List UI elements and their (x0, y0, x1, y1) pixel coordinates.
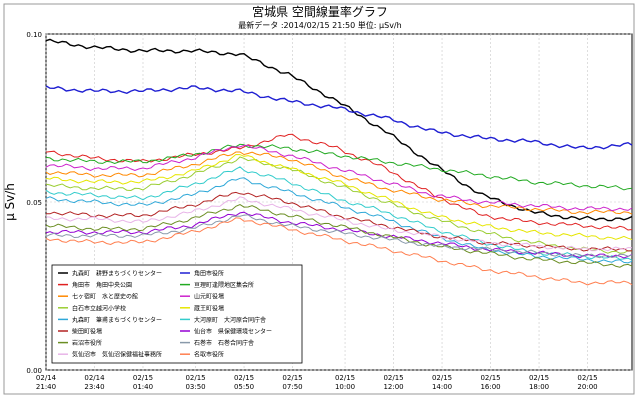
series-layer (45, 38, 633, 286)
series-line (45, 143, 633, 191)
axes: 02/1421:4002/1423:4002/1501:4002/1503:50… (26, 31, 597, 391)
x-tick-time: 14:00 (432, 383, 452, 391)
legend-entry: 丸森町 耕野まちづくりセンター (72, 270, 162, 278)
series-line (46, 191, 633, 252)
x-tick-time: 21:40 (36, 383, 56, 391)
series-line (45, 85, 633, 150)
legend-entry: 白石市立越河小学校 (72, 304, 126, 312)
chart-title: 宮城県 空間線量率グラフ (252, 4, 388, 19)
legend-entry: 蔵王町役場 (194, 304, 224, 312)
x-tick-date: 02/15 (480, 374, 500, 382)
x-tick-date: 02/15 (234, 374, 254, 382)
legend-entry: 角田市役所 (194, 270, 224, 278)
legend-entry: 丸森町 筆甫まちづくりセンター (72, 316, 162, 324)
x-tick-time: 18:00 (529, 383, 549, 391)
series-line (45, 217, 633, 286)
y-tick-label: 0.05 (26, 199, 42, 207)
legend-entry: 石巻市 石巻合同庁舎 (194, 339, 254, 347)
x-tick-time: 07:50 (282, 383, 302, 391)
x-tick-date: 02/14 (84, 374, 105, 382)
series-line (45, 177, 633, 264)
x-tick-date: 02/15 (185, 374, 205, 382)
series-line (45, 153, 633, 240)
y-tick-label: 0.00 (26, 367, 42, 375)
x-tick-date: 02/15 (335, 374, 355, 382)
legend-entry: 七ヶ宿町 水と歴史の館 (72, 293, 138, 301)
x-tick-date: 02/15 (432, 374, 452, 382)
series-line (45, 156, 633, 254)
legend-entry: 仙台市 県保健環境センター (194, 328, 272, 336)
series-line (45, 133, 633, 231)
series-line (45, 38, 633, 222)
y-axis-label: μ Sv/h (3, 183, 17, 221)
legend-entry: 亘理町逢隈地区集会所 (194, 281, 254, 289)
x-tick-date: 02/15 (133, 374, 153, 382)
legend-entry: 岩沼市役所 (72, 339, 102, 347)
series-line (45, 214, 633, 259)
x-tick-date: 02/14 (36, 374, 57, 382)
x-tick-time: 10:00 (335, 383, 355, 391)
x-tick-time: 01:40 (133, 383, 153, 391)
x-tick-date: 02/15 (577, 374, 597, 382)
legend-entry: 名取市役所 (194, 351, 224, 359)
legend-box (51, 264, 303, 364)
legend-entry: 気仙沼市 気仙沼保健福祉事務所 (72, 351, 162, 359)
legend-entry: 大河原町 大河原合同庁舎 (194, 316, 266, 324)
x-tick-time: 23:40 (84, 383, 104, 391)
series-line (45, 196, 633, 252)
x-tick-date: 02/15 (529, 374, 549, 382)
x-tick-time: 16:00 (480, 383, 500, 391)
x-tick-date: 02/15 (282, 374, 302, 382)
legend-entry: 柴田町役場 (72, 328, 102, 336)
series-line (45, 166, 633, 261)
legend-entry: 角田市 角田中央公園 (72, 281, 132, 289)
series-line (45, 151, 633, 215)
x-tick-time: 20:00 (577, 383, 597, 391)
chart-subtitle: 最新データ :2014/02/15 21:50 単位: μSv/h (238, 20, 401, 30)
x-tick-date: 02/15 (383, 374, 403, 382)
series-line (45, 144, 633, 212)
x-tick-time: 12:00 (383, 383, 403, 391)
y-tick-label: 0.10 (26, 31, 42, 39)
x-tick-time: 05:50 (234, 383, 254, 391)
legend-entry: 山元町役場 (194, 293, 224, 301)
x-tick-time: 03:50 (185, 383, 205, 391)
series-line (45, 204, 633, 268)
